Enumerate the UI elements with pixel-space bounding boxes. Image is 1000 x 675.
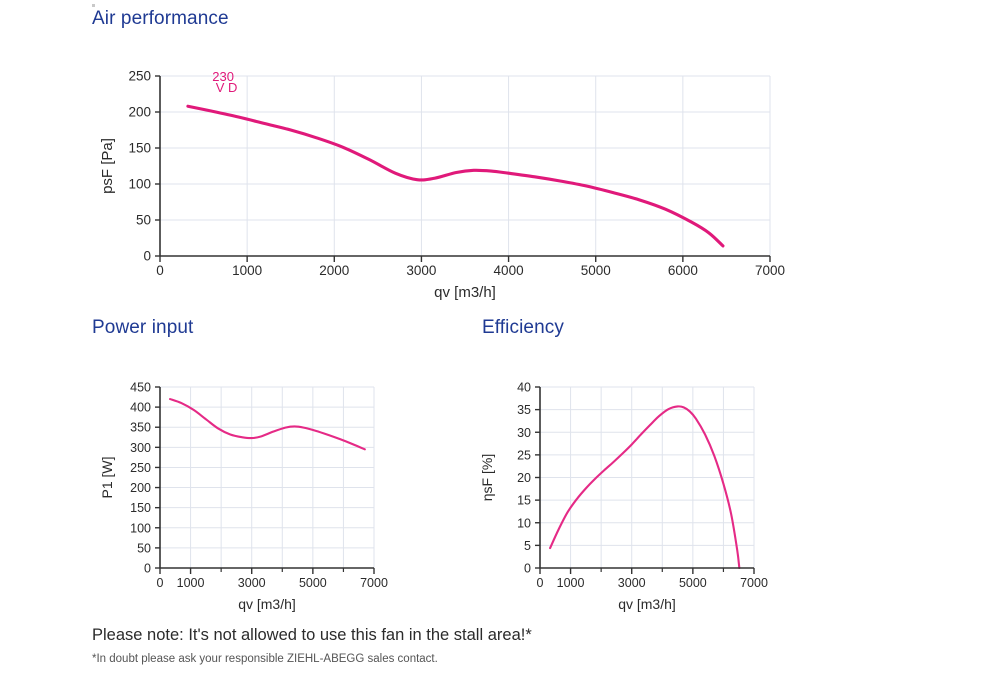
x-tick-label: 7000 <box>755 263 785 278</box>
y-axis-title: psF [Pa] <box>99 138 116 194</box>
x-tick-label: 5000 <box>581 263 611 278</box>
x-tick-label: 1000 <box>177 576 205 590</box>
plot-power: 0 50 100 150 200 250 300 350 400 450 0 1000 3000 5000… <box>99 381 388 613</box>
y-tick-label: 40 <box>517 381 531 395</box>
y-tick-label: 300 <box>130 441 151 455</box>
y-tick-label: 20 <box>517 471 531 485</box>
series-curve <box>549 405 741 570</box>
y-tick-label: 15 <box>517 494 531 508</box>
x-tick-label: 3000 <box>618 576 646 590</box>
x-tick-label: 7000 <box>740 576 768 590</box>
series-annotation: 230 <box>212 69 234 84</box>
y-tick-label: 50 <box>137 541 151 555</box>
y-axis-title: ηsF [%] <box>479 454 495 501</box>
page-speck <box>92 4 95 7</box>
sales-contact-footnote: *In doubt please ask your responsible ZI… <box>92 653 438 665</box>
x-axis-title: qv [m3/h] <box>618 596 676 612</box>
x-tick-label: 5000 <box>679 576 707 590</box>
x-axis-title: qv [m3/h] <box>238 596 296 612</box>
y-tick-label: 100 <box>128 177 151 192</box>
section-title-air-performance: Air performance <box>92 8 229 29</box>
x-axis-title: qv [m3/h] <box>434 284 496 301</box>
x-tick-label: 4000 <box>494 263 524 278</box>
y-tick-label: 250 <box>130 461 151 475</box>
chart-efficiency: 0 5 10 15 20 25 30 35 40 0 1000 3000 5000 7000 qv [m3/… <box>472 368 822 618</box>
chart-power-input: 0 50 100 150 200 250 300 350 400 450 0 1000 3000 5000… <box>92 368 442 618</box>
stall-area-note: Please note: It's not allowed to use thi… <box>92 626 532 644</box>
y-tick-label: 400 <box>130 401 151 415</box>
y-tick-label: 10 <box>517 516 531 530</box>
y-tick-label: 0 <box>143 249 151 264</box>
x-tick-label: 6000 <box>668 263 698 278</box>
x-tick-label: 0 <box>537 576 544 590</box>
y-tick-label: 350 <box>130 421 151 435</box>
y-tick-label: 150 <box>128 141 151 156</box>
x-tick-label: 2000 <box>319 263 349 278</box>
x-tick-label: 0 <box>157 576 164 590</box>
y-tick-label: 100 <box>130 521 151 535</box>
y-tick-label: 35 <box>517 403 531 417</box>
y-tick-label: 450 <box>130 381 151 395</box>
x-tick-label: 5000 <box>299 576 327 590</box>
series-curve <box>186 104 725 248</box>
y-tick-label: 30 <box>517 426 531 440</box>
section-title-efficiency: Efficiency <box>482 317 564 338</box>
section-title-power-input: Power input <box>92 317 194 338</box>
x-tick-label: 0 <box>156 263 164 278</box>
y-tick-label: 250 <box>128 69 151 84</box>
y-tick-label: 0 <box>524 562 531 576</box>
x-tick-label: 3000 <box>238 576 266 590</box>
x-tick-label: 7000 <box>360 576 388 590</box>
x-tick-label: 1000 <box>232 263 262 278</box>
series-curve <box>169 398 366 451</box>
plot-efficiency: 0 5 10 15 20 25 30 35 40 0 1000 3000 5000 7000 qv [m3/… <box>479 381 768 613</box>
y-tick-label: 50 <box>136 213 151 228</box>
y-tick-label: 200 <box>128 105 151 120</box>
series-annotation: V D <box>216 80 238 95</box>
plot-air: 0 50 100 150 200 250 0 1000 2000 3000 4000 5000 6000… <box>99 69 785 302</box>
y-tick-label: 0 <box>144 562 151 576</box>
y-axis-title: P1 [W] <box>99 456 115 498</box>
x-tick-label: 1000 <box>557 576 585 590</box>
y-tick-label: 200 <box>130 481 151 495</box>
x-tick-label: 3000 <box>406 263 436 278</box>
y-tick-label: 5 <box>524 539 531 553</box>
y-tick-label: 150 <box>130 501 151 515</box>
y-tick-label: 25 <box>517 448 531 462</box>
chart-air-performance: 0 50 100 150 200 250 0 1000 2000 3000 4000 5000 6000… <box>90 58 830 308</box>
